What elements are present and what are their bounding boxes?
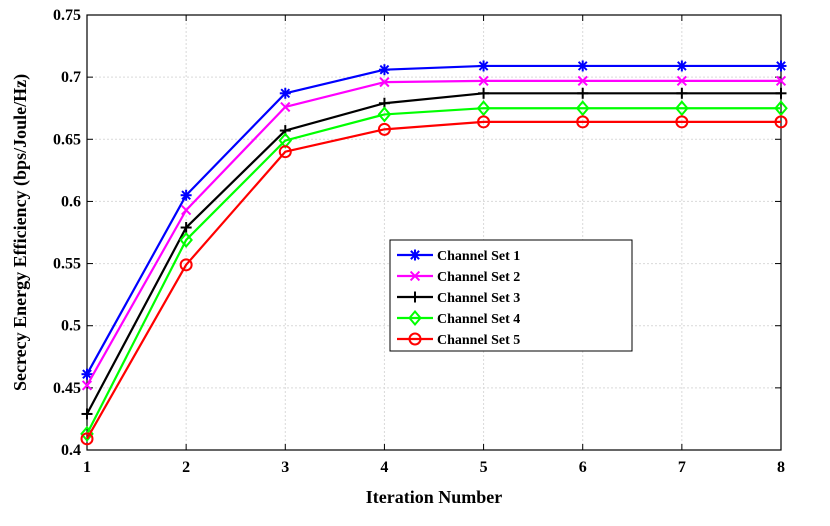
legend-item: Channel Set 1 [397,249,520,264]
y-tick-label: 0.75 [53,7,81,24]
legend-item: Channel Set 3 [397,291,520,306]
legend-label: Channel Set 2 [437,270,520,285]
data-point [478,75,489,86]
x-tick-label: 5 [480,459,488,476]
tick-layer: 1 2 3 4 5 6 7 8 0.4 0.45 0.5 0.55 0.6 0.65 0.7 0.75 [53,7,785,476]
data-point [476,100,491,117]
y-tick-label: 0.45 [53,380,81,397]
data-point [180,189,192,201]
data-point [774,100,788,117]
data-point [80,432,94,446]
legend-item: Channel Set 4 [397,309,520,327]
data-point [81,368,93,380]
data-point [577,87,589,99]
legend-item: Channel Set 5 [397,332,520,348]
data-point [676,60,688,72]
y-axis-title: Secrecy Energy Efficiency (bps/Joule/Hz) [10,74,31,391]
data-point [774,115,788,129]
series-1 [81,60,787,380]
series-line [86,79,781,386]
x-tick-label: 2 [182,459,190,476]
data-point [279,87,291,99]
x-tick-label: 7 [678,459,686,476]
data-point [478,87,490,99]
x-tick-label: 3 [281,459,289,476]
legend-item: Channel Set 2 [397,270,520,285]
data-point [379,77,390,88]
series-3 [81,87,787,420]
legend-marker [408,309,422,327]
y-tick-label: 0.4 [61,442,81,459]
series-layer [80,60,788,446]
data-point [377,122,391,136]
data-point [180,222,192,234]
series-5 [80,115,788,446]
y-tick-label: 0.65 [53,131,81,148]
data-point [675,100,689,117]
data-point [81,408,93,420]
series-line [86,120,781,440]
y-tick-label: 0.5 [61,318,81,335]
x-tick-label: 8 [777,459,785,476]
data-point [477,115,491,129]
legend-label: Channel Set 4 [437,312,520,327]
data-point [179,231,193,249]
legend-label: Channel Set 1 [437,249,520,264]
y-tick-label: 0.6 [61,193,81,210]
data-point [181,205,192,216]
data-point [278,145,292,159]
x-tick-label: 4 [380,459,388,476]
x-tick-label: 1 [83,459,91,476]
legend: Channel Set 1 Channel Set 2 Channel Set 3 C… [389,239,633,352]
data-point [577,75,588,86]
data-point [179,258,193,272]
data-point [575,100,590,117]
data-point [576,115,590,129]
series-2 [81,75,787,391]
data-point [577,60,589,72]
legend-marker [409,270,421,282]
data-point [676,75,687,86]
series-line [86,107,781,435]
x-axis-title: Iteration Number [366,487,502,507]
data-point [675,115,689,129]
legend-label: Channel Set 3 [437,291,520,306]
legend-marker [408,332,422,346]
data-point [676,87,688,99]
data-point [775,75,787,86]
data-point [775,60,787,72]
series-line [86,92,781,415]
data-point [378,64,390,76]
y-tick-label: 0.55 [53,256,81,273]
legend-label: Channel Set 5 [437,333,520,348]
data-point [775,87,787,99]
data-point [377,106,392,123]
legend-box [389,239,633,352]
series-line [86,64,781,375]
data-point [280,101,291,113]
data-point [478,60,490,72]
data-point [81,380,93,391]
plot-area-frame [86,14,782,451]
legend-marker [409,291,421,303]
series-4 [80,100,788,442]
y-tick-label: 0.7 [61,69,81,86]
x-tick-label: 6 [579,459,587,476]
legend-marker [409,249,421,261]
